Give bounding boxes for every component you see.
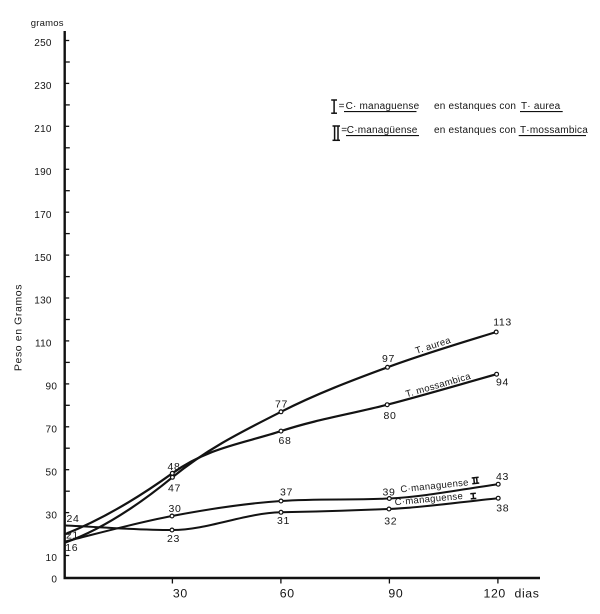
svg-text:dias: dias	[515, 587, 540, 601]
svg-text:97: 97	[382, 353, 395, 365]
svg-text:10: 10	[45, 553, 57, 564]
svg-text:21: 21	[66, 530, 79, 542]
svg-text:80: 80	[384, 410, 397, 422]
svg-text:94: 94	[496, 377, 509, 389]
svg-text:60: 60	[280, 587, 295, 601]
svg-text:210: 210	[34, 124, 52, 135]
svg-text:C· managuense: C· managuense	[346, 101, 420, 112]
svg-text:230: 230	[34, 81, 52, 92]
svg-text:23: 23	[167, 533, 180, 545]
svg-text:T· aurea: T· aurea	[521, 101, 561, 112]
svg-text:37: 37	[280, 487, 293, 499]
svg-text:68: 68	[279, 435, 292, 447]
svg-text:50: 50	[45, 467, 57, 478]
svg-text:T·mossambica: T·mossambica	[520, 125, 588, 136]
svg-text:32: 32	[384, 516, 397, 528]
svg-text:31: 31	[277, 515, 290, 527]
svg-text:30: 30	[45, 510, 57, 521]
svg-text:38: 38	[496, 502, 509, 514]
svg-text:30: 30	[173, 587, 188, 601]
svg-text:90: 90	[388, 587, 403, 601]
svg-text:16: 16	[65, 542, 78, 554]
svg-text:gramos: gramos	[31, 18, 64, 29]
svg-text:24: 24	[67, 513, 80, 525]
svg-text:170: 170	[34, 210, 52, 221]
svg-text:=: =	[341, 125, 347, 136]
svg-text:120: 120	[484, 587, 506, 601]
svg-text:C·managüense: C·managüense	[347, 125, 418, 136]
svg-text:39: 39	[383, 486, 396, 498]
svg-text:250: 250	[34, 38, 52, 49]
svg-text:110: 110	[35, 339, 52, 350]
svg-text:30: 30	[169, 503, 182, 515]
svg-text:43: 43	[496, 471, 509, 483]
svg-text:en estanques con: en estanques con	[434, 101, 516, 112]
svg-text:77: 77	[275, 399, 288, 411]
svg-text:190: 190	[34, 167, 52, 178]
svg-text:90: 90	[45, 382, 57, 393]
svg-text:47: 47	[168, 483, 181, 495]
svg-text:150: 150	[34, 253, 52, 264]
svg-text:70: 70	[45, 425, 57, 436]
svg-text:48: 48	[168, 461, 181, 473]
svg-text:130: 130	[34, 296, 52, 307]
svg-text:0: 0	[51, 575, 57, 586]
svg-text:en estanques con: en estanques con	[434, 125, 516, 136]
svg-text:Peso en Gramos: Peso en Gramos	[13, 284, 25, 371]
svg-text:=: =	[339, 101, 345, 112]
svg-text:113: 113	[493, 317, 512, 329]
